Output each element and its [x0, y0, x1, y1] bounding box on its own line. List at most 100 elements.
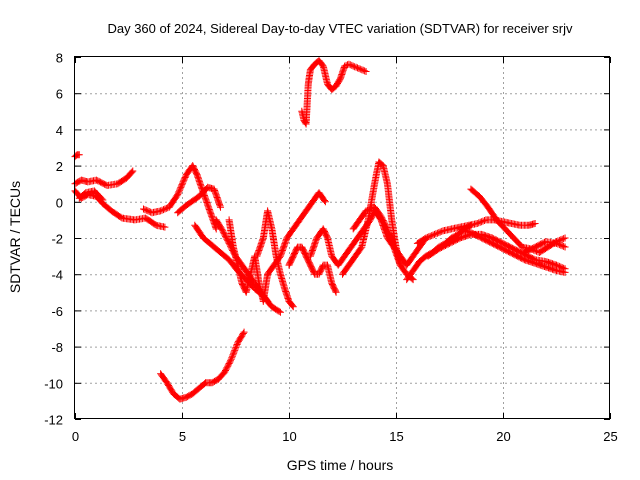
- data-point: [561, 243, 569, 251]
- data-point-markers: [268, 225, 280, 259]
- data-point-markers: [315, 262, 327, 278]
- data-point-markers: [354, 64, 364, 73]
- data-point-markers: [356, 208, 369, 224]
- data-point-markers: [217, 249, 232, 263]
- data-point-markers: [324, 261, 335, 286]
- y-tick-label: -8: [51, 340, 63, 355]
- data-point-markers: [165, 192, 181, 211]
- y-tick-label: 4: [56, 123, 63, 138]
- data-point-markers: [520, 244, 538, 256]
- series-track-early-high: [71, 151, 83, 161]
- data-point-markers: [306, 235, 320, 260]
- series-track-t: [520, 238, 569, 256]
- y-tick-label: -12: [44, 413, 63, 428]
- data-point-markers: [345, 60, 356, 69]
- data-point-markers: [227, 341, 241, 363]
- data-point-markers: [324, 234, 335, 259]
- data-point-markers: [90, 187, 106, 203]
- data-point-markers: [467, 229, 484, 241]
- data-point-markers: [409, 259, 423, 275]
- data-point-markers: [499, 245, 516, 258]
- data-point-markers: [349, 62, 360, 71]
- series-track-p: [413, 216, 539, 247]
- data-point-markers: [315, 189, 328, 204]
- data-point-markers: [383, 180, 395, 222]
- data-point-markers: [339, 262, 352, 278]
- data-point-markers: [493, 216, 508, 232]
- data-point-markers: [199, 234, 215, 248]
- data-point: [276, 308, 284, 316]
- data-point-markers: [403, 268, 416, 284]
- data-point-markers: [413, 235, 429, 247]
- data-point-markers: [332, 76, 344, 90]
- data-point-markers: [424, 246, 442, 260]
- data-point-markers: [473, 217, 488, 227]
- data-point: [321, 198, 329, 206]
- y-tick-label: -4: [51, 268, 63, 283]
- data-point-markers: [302, 82, 312, 128]
- data-point-markers: [319, 62, 331, 87]
- data-point-markers: [377, 212, 391, 231]
- data-point-markers: [422, 231, 437, 242]
- data-point-markers: [276, 235, 290, 260]
- y-tick-label: -10: [44, 376, 63, 391]
- data-point-markers: [174, 202, 189, 217]
- data-point-markers: [306, 61, 318, 74]
- y-tick-label: -6: [51, 304, 63, 319]
- x-tick-label: 10: [282, 429, 296, 444]
- data-point-markers: [446, 235, 463, 247]
- data-point-markers: [347, 235, 361, 251]
- data-point-markers: [467, 185, 482, 199]
- y-tick-label: -2: [51, 232, 63, 247]
- data-point: [75, 151, 83, 159]
- tick-layer: 0 5 10 15 20 25 -12 -10 -8 -6 -4 -2 0 2 4 6 8: [44, 51, 618, 445]
- data-point-markers: [328, 83, 339, 94]
- data-point-markers: [315, 57, 326, 69]
- data-point-markers: [341, 244, 354, 260]
- data-point-markers: [157, 370, 170, 385]
- data-point-markers: [114, 175, 129, 188]
- x-tick-label: 25: [603, 429, 617, 444]
- data-point-markers: [296, 208, 309, 224]
- data-point-markers: [448, 231, 461, 242]
- data-point-markers: [435, 240, 452, 253]
- data-point: [531, 220, 539, 228]
- series-track-s: [456, 225, 569, 276]
- y-tick-label: 6: [56, 87, 63, 102]
- data-point-markers: [535, 244, 551, 256]
- data-point-markers: [371, 203, 384, 219]
- data-point-markers: [191, 221, 206, 241]
- data-point-markers: [476, 192, 491, 210]
- data-point-markers: [351, 244, 365, 260]
- data-point: [240, 328, 248, 336]
- series-track-j: [264, 189, 329, 278]
- data-point: [362, 67, 370, 75]
- data-point-markers: [362, 204, 377, 215]
- data-point-markers: [142, 214, 159, 228]
- data-point-markers: [212, 216, 226, 233]
- series-track-c: [75, 187, 107, 204]
- series-track-e: [174, 183, 225, 217]
- data-point-markers: [264, 262, 277, 278]
- data-point-markers: [349, 217, 363, 233]
- data-point-markers: [478, 234, 495, 247]
- data-point-markers: [276, 270, 288, 291]
- data-point-markers: [253, 235, 267, 260]
- data-point-markers: [122, 168, 136, 182]
- series-track-d: [140, 162, 220, 233]
- data-point-markers: [345, 253, 358, 269]
- data-point-markers: [242, 272, 254, 296]
- data-point-markers: [219, 227, 232, 246]
- data-point-markers: [358, 217, 372, 251]
- data-point-markers: [229, 243, 241, 268]
- data-point-markers: [499, 239, 516, 252]
- plot-frame: [74, 56, 610, 419]
- data-point-markers: [208, 241, 223, 256]
- data-point-markers: [319, 225, 331, 241]
- data-point-markers: [390, 243, 403, 259]
- data-point-markers: [510, 234, 525, 250]
- data-point-markers: [264, 207, 275, 231]
- data-point-markers: [302, 199, 316, 215]
- data-point-markers: [234, 330, 247, 347]
- data-point-markers: [221, 357, 234, 376]
